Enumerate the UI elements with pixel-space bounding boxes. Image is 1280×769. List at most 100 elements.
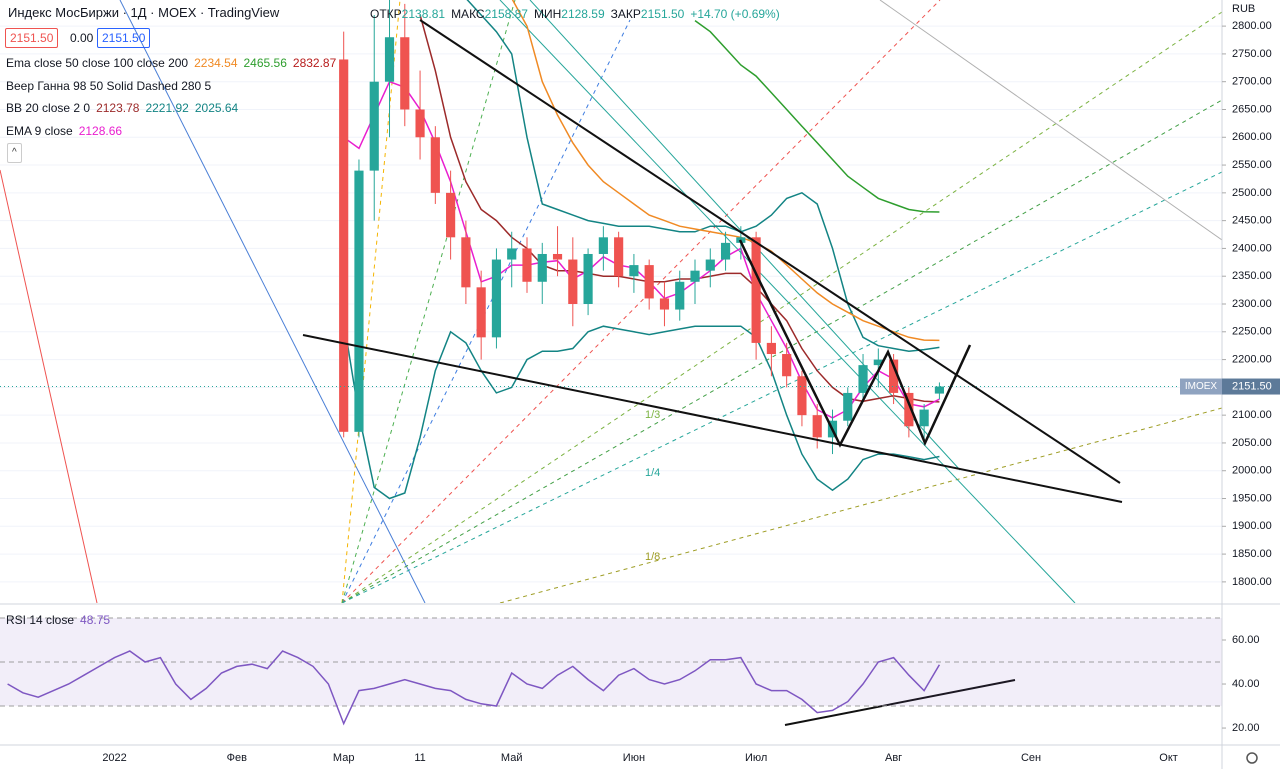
candle-body: [858, 365, 868, 393]
candle-body: [384, 37, 395, 82]
candle-body: [904, 392, 914, 427]
trendline: [302, 334, 1123, 503]
x-tick-label: 11: [414, 752, 425, 764]
trendlines: [302, 19, 1123, 726]
y2-tick-label: 20.00: [1232, 722, 1260, 734]
legend-value: 2221.92: [145, 101, 189, 115]
y-tick-label: 2700.00: [1232, 76, 1272, 88]
candle-body: [354, 170, 364, 432]
legend-label: EMA 9 close: [6, 123, 73, 138]
collapse-button[interactable]: ^: [7, 143, 22, 163]
fan-label: 1/8: [645, 551, 660, 563]
candle-body: [782, 354, 792, 377]
y-tick-label: 2050.00: [1232, 437, 1272, 449]
zigzag: [738, 239, 972, 448]
indicator-line: [466, 0, 940, 352]
fan-line: [879, 0, 1222, 241]
y-tick-label: 2600.00: [1232, 131, 1272, 143]
x-tick-label: Май: [501, 752, 523, 764]
indicator-line: [694, 19, 940, 213]
y-tick-label: 2200.00: [1232, 353, 1272, 365]
ohlc-label: ОТКР: [370, 7, 402, 21]
fan-line: [119, 0, 426, 603]
candle-body: [552, 253, 563, 260]
candle-body: [507, 248, 517, 260]
candle-body: [400, 37, 410, 110]
x-tick-label: Окт: [1159, 752, 1178, 764]
y-tick-label: 1800.00: [1232, 576, 1272, 588]
candle-body: [766, 342, 776, 355]
legend-label: BB 20 close 2 0: [6, 101, 91, 115]
fan-label: 1/4: [645, 467, 660, 479]
candle-body: [537, 253, 547, 282]
currency: RUB: [1232, 3, 1255, 15]
candle-body: [583, 253, 593, 305]
trendline: [419, 19, 1121, 484]
rsi-value: 48.75: [80, 613, 111, 627]
candle-body: [369, 81, 379, 171]
y-tick-label: 2450.00: [1232, 215, 1272, 227]
candle-body: [720, 242, 731, 260]
y-tick-label: 2300.00: [1232, 298, 1272, 310]
symbol-tag-label: IMOEX: [1185, 381, 1218, 392]
spread: 0.00: [70, 31, 94, 45]
x-tick-label: Авг: [885, 752, 902, 764]
ohlc: ОТКР2138.81 МАКС2158.87 МИН2128.59 ЗАКР2151…: [370, 7, 780, 21]
legend-value: 2025.64: [194, 101, 239, 115]
plot: [0, 0, 1222, 500]
x-tick-label: Сен: [1021, 752, 1041, 764]
legend-value: 2465.56: [243, 56, 287, 70]
candle-body: [339, 59, 349, 432]
candle-body: [476, 287, 486, 338]
y-tick-label: 2500.00: [1232, 187, 1272, 199]
y-tick-label: 2750.00: [1232, 48, 1272, 60]
candle-body: [751, 237, 761, 343]
ohlc-value: 2158.87: [484, 7, 528, 21]
sell-button[interactable]: 2151.50: [5, 28, 59, 48]
drawings: [0, 0, 1222, 603]
legend-value: 2234.54: [194, 56, 238, 70]
price-tag-label: 2151.50: [1232, 380, 1272, 392]
legend-value: 2832.87: [292, 56, 337, 70]
fan-line: [499, 407, 1222, 603]
rsi-label: RSI 14 close: [6, 613, 75, 627]
candle-body: [614, 237, 624, 277]
x-tick-label: Фев: [227, 752, 247, 764]
candle-body: [873, 359, 883, 366]
fan-line: [341, 171, 1222, 603]
y-tick-label: 2550.00: [1232, 159, 1272, 171]
candle-body: [461, 237, 471, 288]
legend-row: BB 20 close 2 0 2123.78 2221.92 2025.64: [6, 101, 244, 115]
y-tick-label: 2800.00: [1232, 20, 1272, 32]
legend-label: Ema close 50 close 100 close 200: [6, 56, 189, 70]
axes: 1800.00 1850.00 1900.00 1950.00 2000.00 2050.…: [102, 20, 1280, 764]
y-tick-label: 2350.00: [1232, 270, 1272, 282]
x-tick-label: Июн: [623, 752, 645, 764]
y-tick-label: 2650.00: [1232, 103, 1272, 115]
fan-label: 1/3: [645, 409, 660, 421]
fan-line: [499, 0, 1076, 603]
ohlc-label: МИН: [533, 7, 562, 21]
candle-body: [812, 415, 822, 438]
ohlc-value: 2151.50: [640, 7, 685, 21]
buy-button[interactable]: 2151.50: [97, 28, 151, 48]
price-tag: [1222, 378, 1280, 395]
candle-body: [797, 376, 807, 416]
fan-line: [341, 0, 941, 603]
fan-line: [341, 0, 516, 603]
grid: [0, 25, 1222, 583]
candle-body: [934, 386, 944, 394]
settings-button[interactable]: [1246, 752, 1258, 764]
fan-line: [341, 99, 1222, 603]
indicator-line: [343, 80, 940, 419]
indicator-line: [419, 14, 940, 403]
y-tick-label: 2100.00: [1232, 409, 1272, 421]
change: +14.70 (+0.69%): [690, 7, 780, 21]
y2-tick-label: 40.00: [1232, 678, 1260, 690]
legend-row: Веер Ганна 98 50 Solid Dashed 280 5: [6, 79, 217, 93]
indicator-line: [342, 320, 940, 500]
candle-body: [629, 265, 639, 277]
candle-body: [919, 409, 929, 427]
y-tick-label: 1850.00: [1232, 548, 1272, 560]
